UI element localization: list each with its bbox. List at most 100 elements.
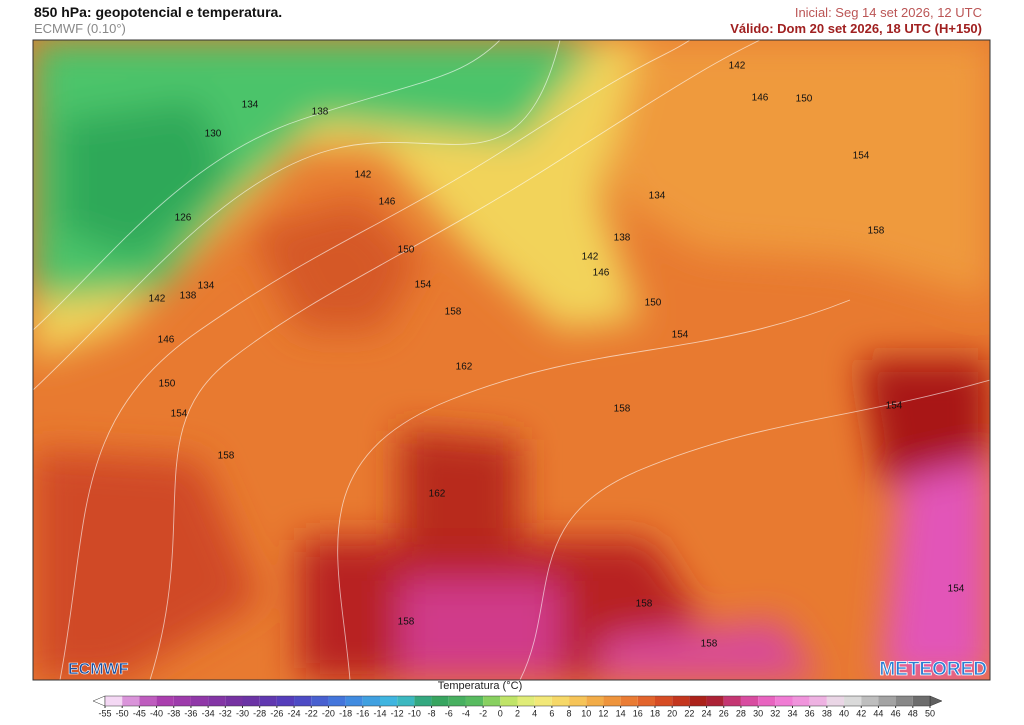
colorbar-swatch	[242, 696, 260, 706]
colorbar-frame	[104, 695, 931, 707]
contour-label: 154	[948, 584, 965, 595]
colorbar-tick-label: -20	[322, 708, 335, 718]
contour-label: 158	[701, 639, 718, 650]
colorbar-tick-label: 42	[856, 708, 866, 718]
colorbar-swatch	[706, 696, 724, 706]
colorbar: -55 -50 -45 -40 -38 -36 -34 -32 -30 -28 -26 -24 -22-…	[92, 695, 943, 718]
colorbar-swatch	[190, 696, 209, 706]
contour-label: 146	[752, 93, 769, 104]
colorbar-swatch	[380, 696, 398, 706]
colorbar-swatch	[362, 696, 380, 706]
colorbar-tick-label: 40	[839, 708, 849, 718]
colorbar-swatch	[723, 696, 741, 706]
colorbar-tick-label: -30	[236, 708, 249, 718]
colorbar-label: Temperatura (°C)	[438, 680, 522, 692]
colorbar-swatch	[208, 696, 226, 706]
colorbar-tick-label: 14	[616, 708, 626, 718]
colorbar-swatch	[139, 696, 157, 706]
colorbar-swatch	[156, 696, 174, 706]
colorbar-tick-label: 20	[667, 708, 677, 718]
contour-label: 158	[868, 226, 885, 237]
contour-label: 158	[398, 617, 415, 628]
contour-label: 138	[312, 107, 329, 118]
colorbar-swatch	[569, 696, 587, 706]
colorbar-tick-label: 0	[498, 708, 503, 718]
contour-label: 134	[649, 191, 666, 202]
model: ECMWF (0.10°)	[34, 21, 126, 36]
colorbar-tick-label: 36	[805, 708, 815, 718]
colorbar-swatch	[792, 696, 810, 706]
colorbar-swatch	[775, 696, 793, 706]
contour-label: 162	[456, 362, 473, 373]
colorbar-swatch	[294, 696, 312, 706]
colorbar-tick-label: -6	[445, 708, 453, 718]
colorbar-swatch	[414, 696, 432, 706]
colorbar-end	[929, 695, 943, 707]
contour-label: 134	[198, 281, 215, 292]
contour-label: 150	[398, 245, 415, 256]
colorbar-swatch	[637, 696, 655, 706]
colorbar-tick-label: -22	[305, 708, 318, 718]
colorbar-tick-label: -2	[479, 708, 487, 718]
colorbar-swatch	[809, 696, 827, 706]
colorbar-swatch	[672, 696, 690, 706]
colorbar-tick-label: -8	[428, 708, 436, 718]
colorbar-swatch	[758, 696, 776, 706]
contour-label: 130	[205, 129, 222, 140]
colorbar-tick-label: 12	[598, 708, 608, 718]
colorbar-swatch	[861, 696, 879, 706]
colorbar-tick-label: -38	[167, 708, 180, 718]
colorbar-swatch	[328, 696, 346, 706]
colorbar-tick-label: -26	[270, 708, 283, 718]
contour-label: 154	[171, 409, 188, 420]
colorbar-swatch	[517, 696, 535, 706]
colorbar-tick-label: -45	[133, 708, 146, 718]
colorbar-tick-label: -18	[339, 708, 352, 718]
colorbar-tick-label: -50	[116, 708, 129, 718]
colorbar-tick-label: 6	[549, 708, 554, 718]
colorbar-tick-label: 34	[787, 708, 797, 718]
colorbar-tick-label: 32	[770, 708, 780, 718]
initial-time: Inicial: Seg 14 set 2026, 12 UTC	[795, 5, 982, 20]
contour-label: 154	[853, 151, 870, 162]
colorbar-tick-label: 38	[822, 708, 832, 718]
contour-label: 154	[886, 401, 903, 412]
contour-label: 154	[672, 330, 689, 341]
colorbar-swatch	[465, 696, 484, 706]
contour-label: 138	[614, 233, 631, 244]
colorbar-swatch	[689, 696, 707, 706]
contour-label: 158	[218, 451, 235, 462]
colorbar-tick-label: 16	[633, 708, 643, 718]
contour-label: 158	[614, 404, 631, 415]
contour-label: 142	[149, 294, 166, 305]
colorbar-tick-label: 2	[515, 708, 520, 718]
contour-label: 146	[379, 197, 396, 208]
colorbar-swatch	[122, 696, 140, 706]
colorbar-tick-label: -34	[202, 708, 215, 718]
colorbar-swatch	[878, 696, 896, 706]
colorbar-tick-label: 30	[753, 708, 763, 718]
title: 850 hPa: geopotencial e temperatura.	[34, 4, 282, 20]
colorbar-swatch	[551, 696, 570, 706]
colorbar-swatch	[431, 696, 449, 706]
colorbar-swatch	[586, 696, 604, 706]
colorbar-swatch	[500, 696, 518, 706]
contour-label: 138	[180, 291, 197, 302]
colorbar-tick-label: 28	[736, 708, 746, 718]
contour-label: 142	[355, 170, 372, 181]
colorbar-swatch	[259, 696, 277, 706]
colorbar-tick-label: -12	[391, 708, 404, 718]
colorbar-swatch	[620, 696, 638, 706]
colorbar-swatch	[534, 696, 552, 706]
colorbar-swatch	[276, 696, 295, 706]
colorbar-tick-label: 46	[891, 708, 901, 718]
map-frame	[32, 39, 991, 681]
colorbar-tick-label: -16	[356, 708, 369, 718]
colorbar-swatch	[912, 696, 930, 706]
colorbar-swatch	[826, 696, 845, 706]
colorbar-tick-label: 48	[908, 708, 918, 718]
contour-label: 158	[636, 599, 653, 610]
